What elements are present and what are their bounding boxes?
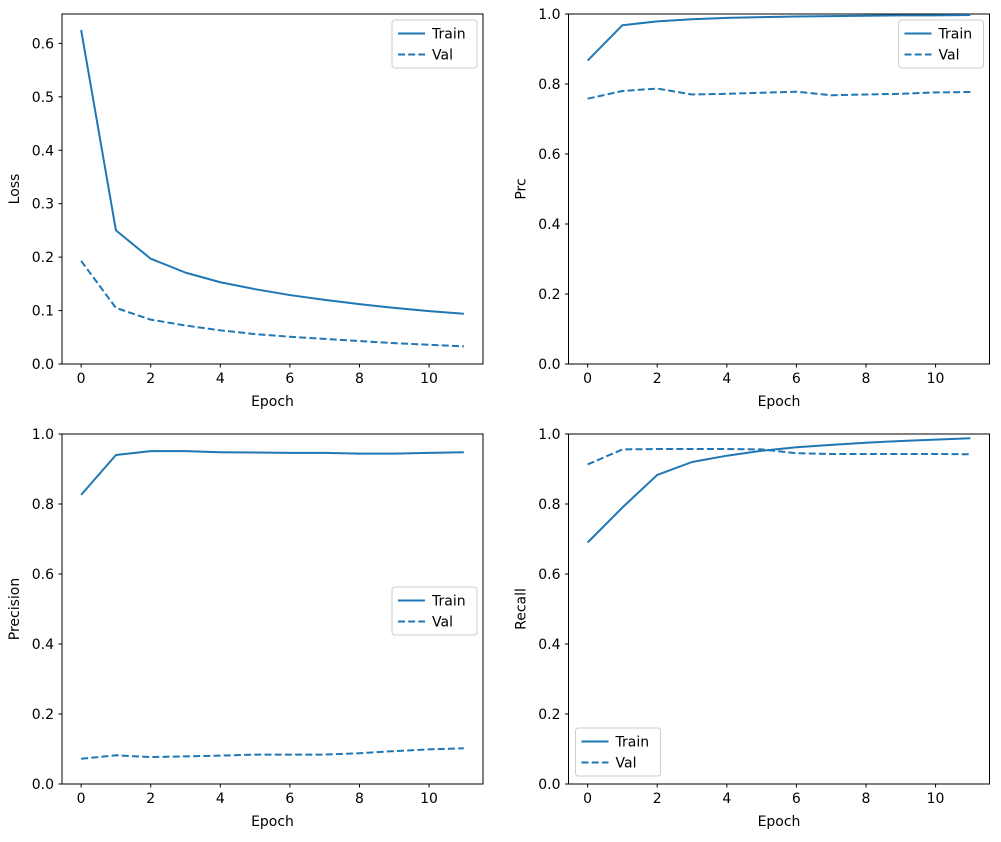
y-tick-label: 0.0 [538,777,560,793]
legend: Train Val [391,586,478,636]
subplot-prc: 0 2 4 6 8 10 0.0 0.2 0.4 0.6 0.8 1.0 Epoch Prc Train Va… [514,7,990,410]
x-tick-label: 8 [355,371,364,387]
legend-val-label: Val [939,48,960,64]
y-tick-label: 0.1 [32,304,54,320]
y-tick-label: 1.0 [538,427,560,443]
axes-frame [568,433,990,785]
subplot-recall: 0 2 4 6 8 10 0.0 0.2 0.4 0.6 0.8 1.0 Epoch Recall Trai… [514,427,990,830]
train-line [80,29,464,315]
x-tick-label: 4 [216,791,225,807]
x-tick-label: 6 [285,371,294,387]
val-line [81,747,464,760]
legend-box [391,586,478,636]
legend: Train Val [391,19,478,69]
x-tick-label: 8 [862,791,871,807]
x-tick-label: 0 [77,791,86,807]
train-line [80,450,464,496]
y-tick-label: 0.0 [32,357,54,373]
legend: Train Val [898,19,984,69]
y-tick-label: 0.2 [32,250,54,266]
x-tick-label: 2 [146,371,155,387]
x-axis-label: Epoch [251,394,294,410]
y-axis-label: Loss [7,174,23,205]
val-line [587,448,971,466]
x-tick-label: 2 [653,791,662,807]
x-tick-label: 6 [285,791,294,807]
y-tick-label: 0.2 [32,707,54,723]
legend: Train Val [575,727,661,777]
x-axis-label: Epoch [251,814,294,830]
subplot-loss: 0 2 4 6 8 10 0.0 0.1 0.2 0.3 0.4 0.5 0.6 Epoch Loss Tra… [7,13,484,410]
x-tick-label: 0 [77,371,86,387]
legend-box [898,19,984,69]
y-tick-label: 0.2 [538,707,560,723]
y-tick-label: 0.8 [538,77,560,93]
x-tick-label: 8 [862,371,871,387]
x-tick-label: 8 [355,791,364,807]
x-tick-label: 2 [653,371,662,387]
y-tick-label: 1.0 [32,427,54,443]
val-line [80,260,464,348]
axes-frame [568,13,990,365]
x-tick-label: 10 [420,791,438,807]
legend-train-label: Train [615,735,650,751]
train-line [586,437,971,544]
x-tick-label: 6 [792,371,801,387]
y-tick-label: 0.6 [32,567,54,583]
legend-val-label: Val [616,756,637,772]
legend-train-label: Train [431,27,466,43]
y-tick-label: 0.4 [32,637,54,653]
y-tick-label: 0.4 [538,217,560,233]
y-tick-label: 0.6 [538,147,560,163]
y-tick-label: 0.8 [32,497,54,513]
y-tick-label: 0.3 [32,197,54,213]
y-tick-label: 0.4 [32,143,54,159]
legend-val-label: Val [432,615,453,631]
legend-box [575,727,661,777]
y-tick-label: 0.5 [32,90,54,106]
x-axis-label: Epoch [758,814,801,830]
axes-frame [61,13,484,365]
y-axis-label: Prc [514,178,530,199]
x-tick-label: 4 [722,371,731,387]
x-tick-label: 4 [216,371,225,387]
x-tick-label: 6 [792,791,801,807]
subplot-precision: 0 2 4 6 8 10 0.0 0.2 0.4 0.6 0.8 1.0 Epoch Precision T… [7,427,484,830]
y-axis-label: Precision [7,578,23,640]
x-tick-label: 10 [420,371,438,387]
y-tick-label: 0.0 [32,777,54,793]
axes-frame [61,433,484,785]
x-tick-label: 0 [583,371,592,387]
y-tick-label: 0.8 [538,497,560,513]
y-tick-label: 0.6 [32,36,54,52]
y-tick-label: 1.0 [538,7,560,23]
legend-train-label: Train [431,594,466,610]
x-tick-label: 10 [927,371,945,387]
x-tick-label: 4 [722,791,731,807]
x-tick-label: 2 [146,791,155,807]
x-tick-label: 0 [583,791,592,807]
x-tick-label: 10 [927,791,945,807]
legend-val-label: Val [432,48,453,64]
y-tick-label: 0.6 [538,567,560,583]
legend-train-label: Train [938,27,973,43]
train-line [586,14,971,62]
y-tick-label: 0.0 [538,357,560,373]
y-tick-label: 0.4 [538,637,560,653]
y-axis-label: Recall [514,588,530,630]
y-tick-label: 0.2 [538,287,560,303]
val-line [587,87,971,100]
x-axis-label: Epoch [758,394,801,410]
legend-box [391,19,478,69]
